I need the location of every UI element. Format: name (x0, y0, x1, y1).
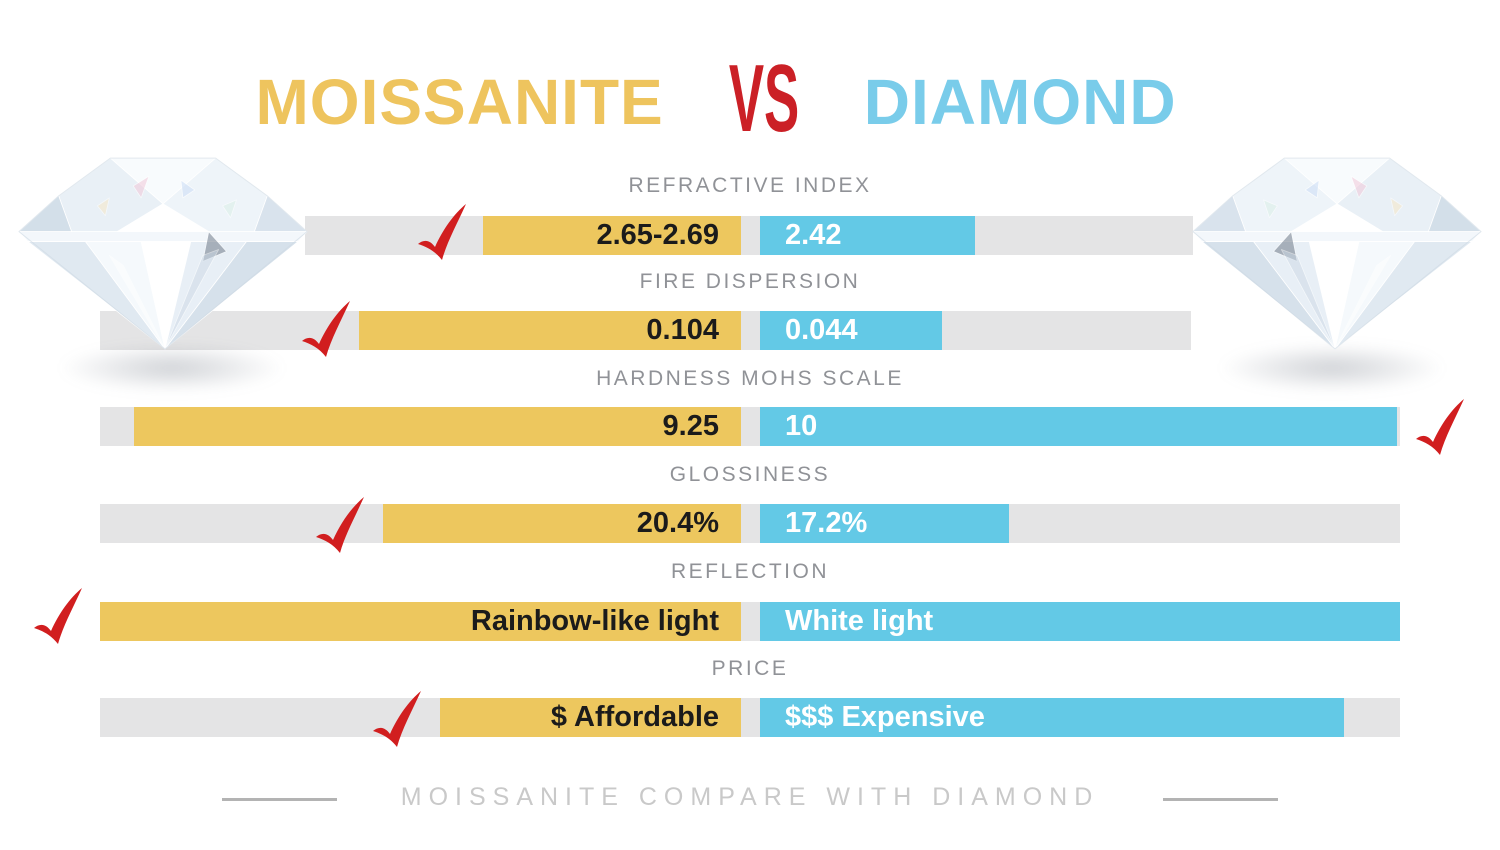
moissanite-bar: Rainbow-like light (100, 602, 741, 641)
row-label-refractive-index: REFRACTIVE INDEX (628, 174, 872, 197)
diamond-value: White light (785, 605, 934, 637)
diamond-bar: 17.2% (760, 504, 1009, 543)
title-diamond: DIAMOND (863, 66, 1177, 138)
winner-check-icon (316, 497, 364, 553)
title-moissanite: MOISSANITE (255, 66, 664, 138)
moissanite-value: 0.104 (646, 314, 719, 346)
page-title: MOISSANITE VS DIAMOND (0, 45, 1466, 152)
row-label-reflection: REFLECTION (670, 560, 829, 583)
footer-caption: MOISSANITE COMPARE WITH DIAMOND (400, 783, 1100, 811)
moissanite-bar: 9.25 (134, 407, 741, 446)
diamond-value: 0.044 (785, 314, 858, 346)
row-label-hardness: HARDNESS MOHS SCALE (596, 367, 904, 390)
moissanite-bar: 2.65-2.69 (483, 216, 741, 255)
diamond-value: 2.42 (785, 219, 842, 251)
winner-check-icon (418, 204, 466, 260)
winner-check-icon (34, 588, 82, 644)
diamond-value: 17.2% (785, 507, 868, 539)
diamond-value: 10 (785, 410, 818, 442)
winner-check-icon (373, 691, 421, 747)
row-label-price: PRICE (711, 657, 789, 680)
diamond-image-left (18, 157, 308, 350)
bar-track (100, 504, 1400, 543)
footer-divider-right (1163, 798, 1278, 801)
moissanite-bar: 0.104 (359, 311, 741, 350)
gem-shadow-left (22, 336, 322, 400)
diamond-bar: $$$ Expensive (760, 698, 1344, 737)
diamond-bar: 2.42 (760, 216, 975, 255)
moissanite-value: 9.25 (662, 410, 719, 442)
winner-check-icon (302, 301, 350, 357)
diamond-bar: 0.044 (760, 311, 942, 350)
moissanite-value: $ Affordable (550, 701, 719, 733)
footer-divider-left (222, 798, 337, 801)
title-vs: VS (728, 45, 799, 152)
moissanite-value: 20.4% (636, 507, 719, 539)
row-label-glossiness: GLOSSINESS (669, 463, 831, 486)
moissanite-value: Rainbow-like light (470, 605, 719, 637)
moissanite-bar: $ Affordable (440, 698, 741, 737)
diamond-image-right (1192, 157, 1482, 350)
moissanite-value: 2.65-2.69 (596, 219, 719, 251)
winner-check-icon (1416, 399, 1464, 455)
diamond-value: $$$ Expensive (785, 701, 985, 733)
moissanite-bar: 20.4% (383, 504, 741, 543)
diamond-bar: 10 (760, 407, 1397, 446)
row-label-fire-dispersion: FIRE DISPERSION (639, 270, 861, 293)
diamond-bar: White light (760, 602, 1400, 641)
